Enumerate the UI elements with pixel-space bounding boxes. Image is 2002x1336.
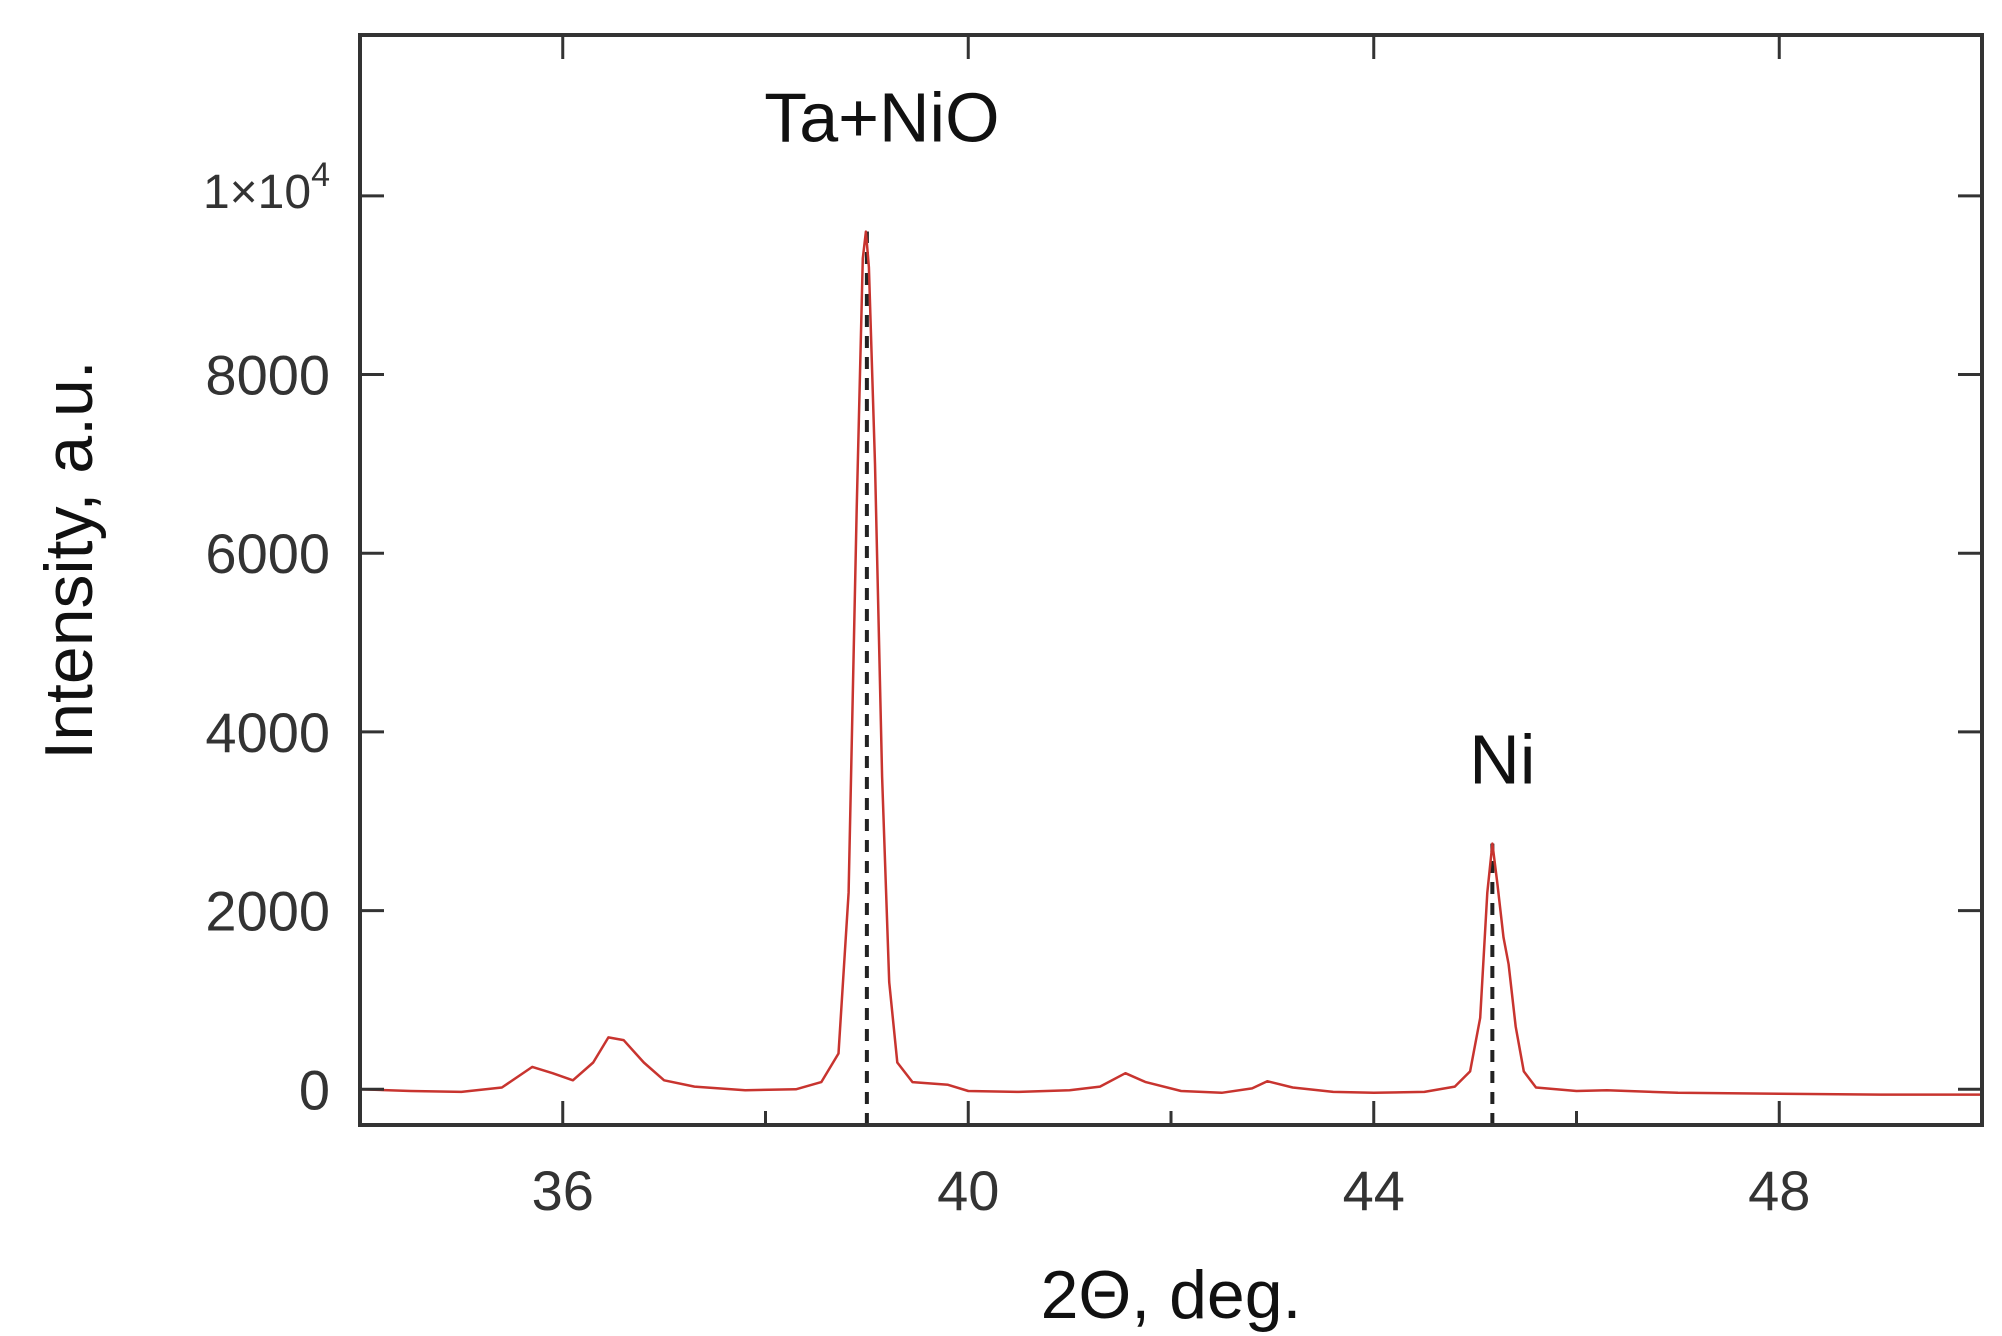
y-tick-label: 8000 [205,344,330,407]
y-tick-label: 4000 [205,701,330,764]
y-tick-label: 0 [299,1058,330,1121]
y-axis-title: Intensity, a.u. [31,360,107,759]
plot-frame [358,33,1984,1127]
x-axis-title: 2Θ, deg. [1041,1257,1302,1333]
diffraction-curve [359,230,1982,1096]
y-tick-label-top-mantissa: 1×10 [203,166,311,219]
y-tick-label-top: 1×104 [203,156,330,219]
x-tick-label: 36 [532,1159,594,1222]
y-tick-label: 6000 [205,522,330,585]
peak-label-ni: Ni [1469,721,1535,799]
series-layer [359,230,1982,1096]
peak-marker-layer [864,231,1495,1125]
y-tick-label-top-exponent: 4 [311,156,330,194]
x-tick-label: 44 [1343,1159,1405,1222]
tick-layer [360,35,1982,1125]
tick-label-layer: 36 40 44 48 0 2000 4000 6000 8000 [205,344,1810,1222]
peak-label-ta-nio: Ta+NiO [764,79,999,157]
x-tick-label: 40 [937,1159,999,1222]
y-tick-label: 2000 [205,880,330,943]
x-tick-label: 48 [1748,1159,1810,1222]
